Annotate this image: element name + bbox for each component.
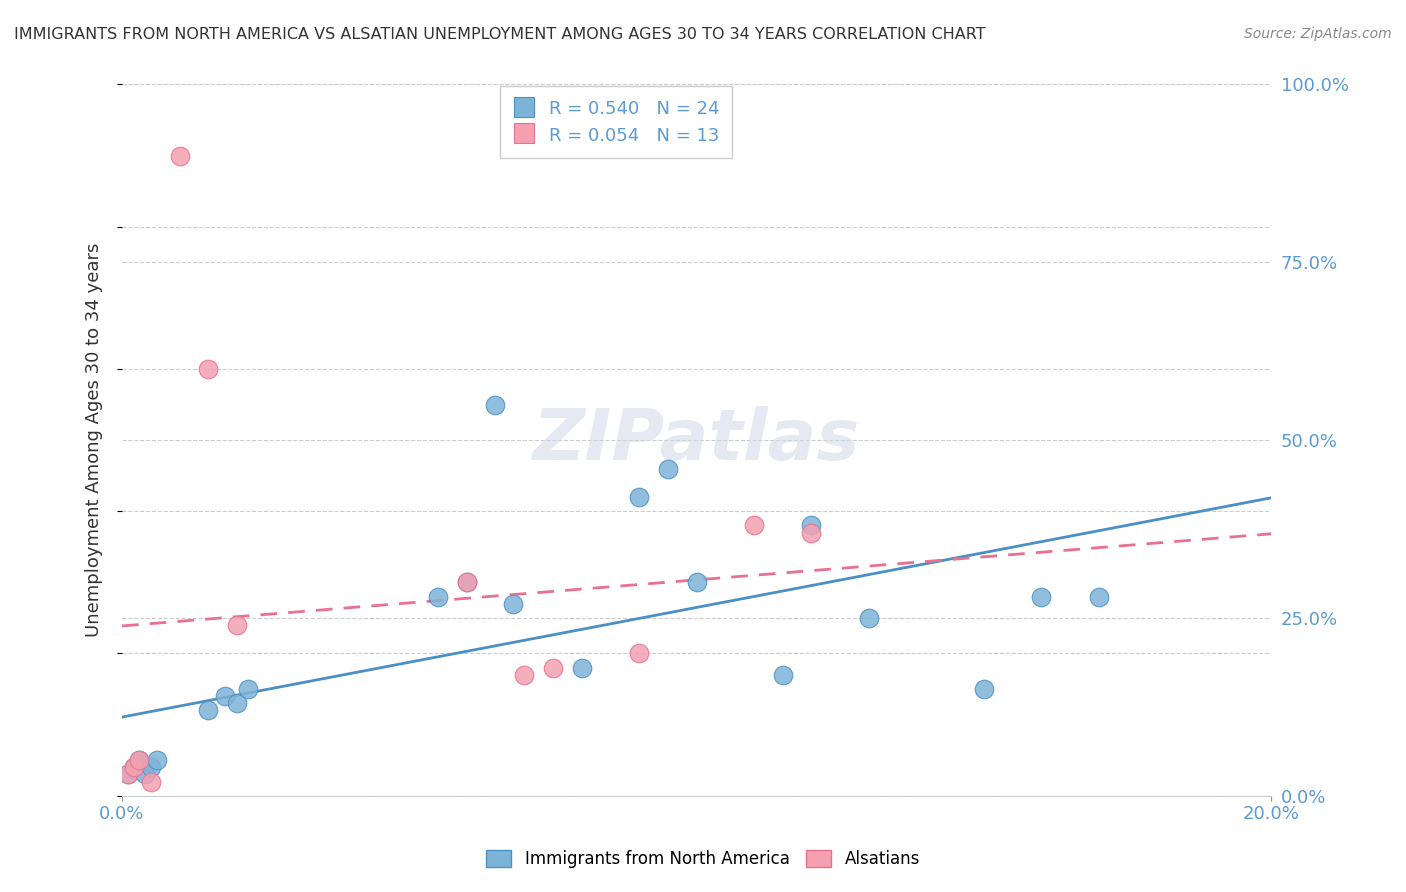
Point: [197, 362, 219, 376]
Point: [1031, 590, 1053, 604]
Point: [513, 668, 536, 682]
Point: [541, 661, 564, 675]
Point: [117, 767, 139, 781]
Point: [145, 753, 167, 767]
Point: [973, 681, 995, 696]
Point: [456, 575, 478, 590]
Point: [628, 490, 651, 504]
Point: [800, 518, 823, 533]
Point: [169, 148, 191, 162]
Point: [502, 597, 524, 611]
Point: [197, 703, 219, 717]
Text: IMMIGRANTS FROM NORTH AMERICA VS ALSATIAN UNEMPLOYMENT AMONG AGES 30 TO 34 YEARS: IMMIGRANTS FROM NORTH AMERICA VS ALSATIA…: [14, 27, 986, 42]
Point: [122, 760, 145, 774]
Point: [685, 575, 707, 590]
Point: [122, 760, 145, 774]
Point: [128, 753, 150, 767]
Point: [456, 575, 478, 590]
Y-axis label: Unemployment Among Ages 30 to 34 years: Unemployment Among Ages 30 to 34 years: [86, 243, 103, 637]
Point: [139, 774, 162, 789]
Point: [742, 518, 765, 533]
Point: [484, 398, 506, 412]
Point: [772, 668, 794, 682]
Point: [134, 767, 156, 781]
Point: [226, 696, 249, 710]
Legend: Immigrants from North America, Alsatians: Immigrants from North America, Alsatians: [479, 843, 927, 875]
Point: [214, 689, 236, 703]
Point: [139, 760, 162, 774]
Text: ZIPatlas: ZIPatlas: [533, 406, 860, 475]
Point: [657, 461, 679, 475]
Text: Source: ZipAtlas.com: Source: ZipAtlas.com: [1244, 27, 1392, 41]
Point: [628, 647, 651, 661]
Point: [117, 767, 139, 781]
Point: [571, 661, 593, 675]
Point: [858, 611, 880, 625]
Point: [427, 590, 450, 604]
Legend: R = 0.540   N = 24, R = 0.054   N = 13: R = 0.540 N = 24, R = 0.054 N = 13: [501, 87, 733, 158]
Point: [128, 753, 150, 767]
Point: [800, 525, 823, 540]
Point: [238, 681, 260, 696]
Point: [1087, 590, 1109, 604]
Point: [226, 618, 249, 632]
